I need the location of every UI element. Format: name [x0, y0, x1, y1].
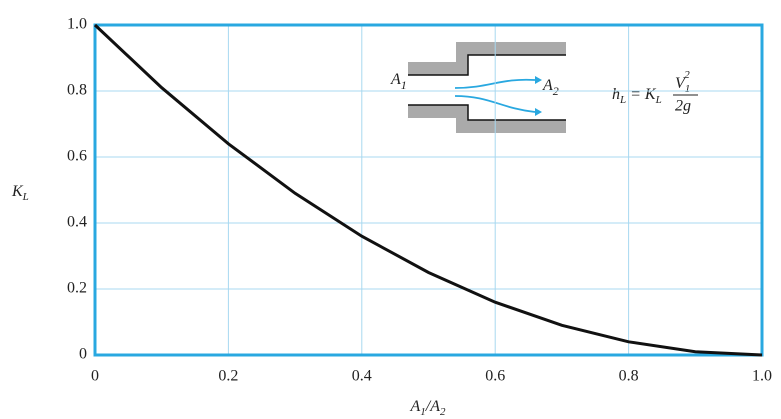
arrow-head	[535, 76, 542, 116]
pipe-wall	[456, 105, 468, 133]
x-tick-label: 0.6	[485, 368, 505, 385]
y-tick-label: 0	[79, 346, 87, 363]
chart: A1 A2 hL = KL V12 2g KL A1/A2 0 0.2 0.4 0.6…	[0, 0, 781, 419]
y-axis-label: KL	[11, 183, 29, 203]
pipe-wall	[456, 42, 566, 55]
y-tick-label: 0.2	[67, 280, 87, 297]
formula: hL = KL V12 2g	[612, 69, 698, 115]
y-tick-label: 0.6	[67, 148, 87, 165]
x-tick-label: 0.4	[352, 368, 372, 385]
formula-denominator: 2g	[675, 98, 691, 115]
x-tick-label: 0.8	[619, 368, 639, 385]
inset-diagram: A1 A2	[390, 42, 566, 133]
y-tick-label: 0.4	[67, 214, 87, 231]
x-axis-label: A1/A2	[410, 398, 447, 418]
x-tick-label: 0	[91, 368, 99, 385]
pipe-wall	[456, 120, 566, 133]
outlet-label: A2	[542, 77, 559, 98]
y-tick-label: 1.0	[67, 16, 87, 33]
formula-lhs: hL = KL	[612, 86, 662, 106]
y-tick-label: 0.8	[67, 82, 87, 99]
x-tick-label: 0.2	[218, 368, 238, 385]
pipe-wall	[456, 42, 468, 75]
inlet-label: A1	[390, 71, 407, 92]
x-tick-label: 1.0	[752, 368, 772, 385]
